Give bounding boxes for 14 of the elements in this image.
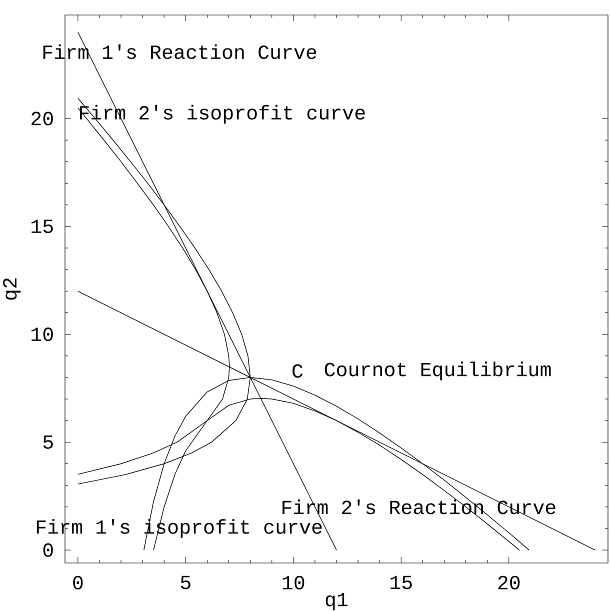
y-tick-label: 15 <box>32 220 53 234</box>
y-axis-title: q2 <box>3 278 21 300</box>
annotation: Cournot Equilibrium <box>324 362 551 380</box>
x-tick-label: 5 <box>180 576 190 590</box>
x-tick-label: 0 <box>73 576 83 590</box>
x-tick-label: 10 <box>282 576 304 590</box>
y-tick-label: 5 <box>43 435 53 449</box>
x-tick-label: 20 <box>498 576 520 590</box>
x-tick-label: 15 <box>390 576 412 590</box>
x-axis-title: q1 <box>326 592 348 610</box>
y-tick-label: 20 <box>32 112 53 126</box>
annotation: C <box>292 364 303 378</box>
y-tick-label: 0 <box>43 543 53 557</box>
y-tick-label: 10 <box>32 328 53 342</box>
